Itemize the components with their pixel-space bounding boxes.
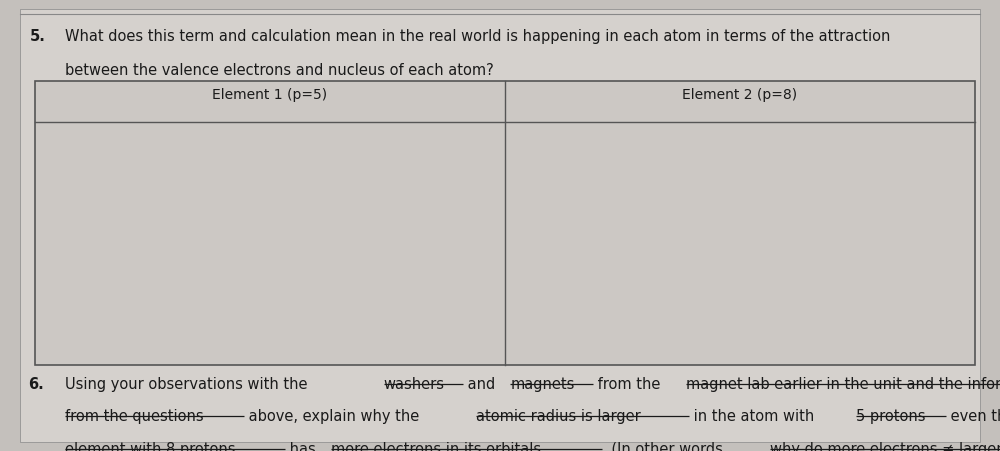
Text: element with 8 protons: element with 8 protons: [65, 442, 236, 451]
Text: in the atom with: in the atom with: [689, 409, 818, 424]
Text: and: and: [463, 377, 499, 391]
Text: washers: washers: [384, 377, 445, 391]
Text: above, explain why the: above, explain why the: [244, 409, 424, 424]
Text: 5.: 5.: [30, 29, 46, 44]
Bar: [35, 81, 975, 365]
Text: 5 protons: 5 protons: [856, 409, 926, 424]
Text: magnet lab earlier in the unit and the information: magnet lab earlier in the unit and the i…: [686, 377, 1000, 391]
Text: from the: from the: [593, 377, 665, 391]
Text: more electrons in its orbitals: more electrons in its orbitals: [331, 442, 541, 451]
Bar: [35, 81, 975, 365]
Text: from the questions: from the questions: [65, 409, 204, 424]
Text: why do more electrons ≠ larger radius i: why do more electrons ≠ larger radius i: [770, 442, 1000, 451]
Text: Element 1 (p=5): Element 1 (p=5): [212, 88, 328, 102]
Text: even though the: even though the: [946, 409, 1000, 424]
Text: 6.: 6.: [28, 377, 44, 391]
Text: between the valence electrons and nucleus of each atom?: between the valence electrons and nucleu…: [65, 63, 494, 78]
Text: Element 2 (p=8): Element 2 (p=8): [682, 88, 798, 102]
Text: . (In other words,: . (In other words,: [602, 442, 732, 451]
Text: Using your observations with the: Using your observations with the: [65, 377, 312, 391]
Text: has: has: [285, 442, 320, 451]
Text: What does this term and calculation mean in the real world is happening in each : What does this term and calculation mean…: [65, 29, 890, 44]
Text: magnets: magnets: [510, 377, 575, 391]
Text: atomic radius is larger: atomic radius is larger: [476, 409, 641, 424]
